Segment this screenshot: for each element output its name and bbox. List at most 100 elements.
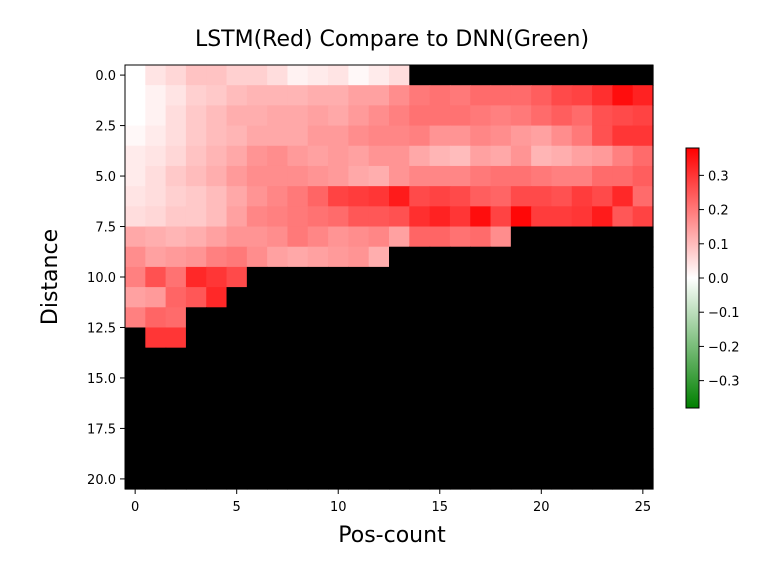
heatmap-cell-empty	[368, 287, 390, 308]
heatmap-cell	[125, 226, 146, 248]
heatmap-cell	[368, 206, 390, 228]
heatmap-cell-empty	[287, 428, 309, 450]
heatmap-cell	[551, 85, 573, 106]
heatmap-cell-empty	[368, 367, 390, 389]
heatmap-cell-empty	[409, 428, 431, 450]
heatmap-cell	[490, 206, 512, 228]
heatmap-cell-empty	[409, 246, 431, 268]
heatmap-cell-empty	[470, 287, 492, 308]
heatmap-cell-empty	[551, 388, 573, 409]
heatmap-cell-empty	[287, 367, 309, 389]
colorbar-tick-label: −0.3	[708, 375, 740, 390]
heatmap-cell-empty	[206, 307, 228, 329]
heatmap-cell-empty	[612, 246, 634, 268]
heatmap-cell-empty	[592, 347, 613, 369]
heatmap-cell	[368, 246, 390, 268]
heatmap-cell-empty	[328, 327, 349, 349]
heatmap-cell-empty	[612, 226, 634, 248]
heatmap-cell	[125, 145, 146, 167]
heatmap-cell-empty	[246, 287, 268, 308]
heatmap-cell-empty	[531, 428, 553, 450]
heatmap-cell-empty	[429, 287, 451, 308]
heatmap-cell	[267, 85, 289, 106]
heatmap-cell-empty	[246, 388, 268, 409]
heatmap-cell	[165, 165, 187, 187]
heatmap-cell-empty	[510, 287, 532, 308]
heatmap-cell-empty	[328, 428, 349, 450]
heatmap-cell	[368, 85, 390, 106]
heatmap-cell	[165, 186, 187, 207]
heatmap-cell	[612, 85, 634, 106]
heatmap-cell	[185, 145, 207, 167]
heatmap-cell-empty	[531, 226, 553, 248]
heatmap-cell-empty	[389, 347, 410, 369]
heatmap-cell-empty	[429, 408, 451, 430]
heatmap-cell	[389, 65, 410, 86]
heatmap-cell	[165, 266, 187, 288]
heatmap-cell	[145, 165, 167, 187]
heatmap-cell-empty	[429, 246, 451, 268]
heatmap-cell-empty	[551, 347, 573, 369]
heatmap-cell-empty	[490, 408, 512, 430]
heatmap-cell	[165, 65, 187, 86]
heatmap-cell-empty	[206, 327, 228, 349]
heatmap-cell-empty	[287, 287, 309, 308]
heatmap-cell-empty	[206, 388, 228, 409]
heatmap-cell-empty	[490, 307, 512, 329]
heatmap-cell-empty	[449, 428, 471, 450]
colorbar-tick-label: 0.0	[708, 272, 729, 287]
heatmap-cell-empty	[429, 266, 451, 288]
heatmap-cell	[328, 125, 349, 147]
heatmap-cell	[125, 307, 146, 329]
heatmap-cell-empty	[531, 246, 553, 268]
heatmap-cell-empty	[612, 428, 634, 450]
heatmap-cell-empty	[551, 327, 573, 349]
heatmap-cell-empty	[531, 468, 553, 490]
heatmap-cell	[592, 145, 613, 167]
heatmap-cell-empty	[571, 287, 593, 308]
heatmap-cell-empty	[267, 468, 289, 490]
heatmap-cell-empty	[267, 408, 289, 430]
heatmap-cell-empty	[531, 307, 553, 329]
heatmap-cell-empty	[389, 388, 410, 409]
heatmap-cells	[125, 65, 654, 490]
heatmap-cell-empty	[389, 448, 410, 470]
heatmap-cell-empty	[510, 388, 532, 409]
heatmap-cell-empty	[226, 448, 248, 470]
heatmap-cell-empty	[632, 408, 654, 430]
heatmap-cell	[267, 226, 289, 248]
heatmap-cell-empty	[368, 428, 390, 450]
heatmap-cell	[165, 307, 187, 329]
heatmap-cell	[449, 226, 471, 248]
heatmap-cell	[145, 307, 167, 329]
heatmap-cell-empty	[510, 246, 532, 268]
heatmap-cell	[206, 206, 228, 228]
heatmap-cell	[287, 165, 309, 187]
y-axis: 0.0 2.5 5.0 7.5 10.0 12.5 15.0 17.5 20.0	[87, 69, 125, 488]
heatmap-cell-empty	[267, 428, 289, 450]
heatmap-cell	[551, 125, 573, 147]
heatmap-cell	[226, 226, 248, 248]
heatmap-cell-empty	[226, 307, 248, 329]
heatmap-cell	[368, 125, 390, 147]
heatmap-cell	[571, 186, 593, 207]
heatmap-cell-empty	[429, 347, 451, 369]
heatmap-cell	[125, 186, 146, 207]
heatmap-cell-empty	[328, 307, 349, 329]
heatmap-cell	[328, 206, 349, 228]
heatmap-cell	[551, 145, 573, 167]
heatmap-cell-empty	[571, 307, 593, 329]
heatmap-cell-empty	[145, 428, 167, 450]
heatmap-cell-empty	[490, 287, 512, 308]
heatmap-cell	[287, 65, 309, 86]
heatmap-cell	[246, 206, 268, 228]
chart-title: LSTM(Red) Compare to DNN(Green)	[195, 27, 589, 52]
heatmap-cell-empty	[571, 246, 593, 268]
heatmap-cell	[551, 206, 573, 228]
heatmap-cell-empty	[328, 388, 349, 409]
heatmap-cell	[389, 226, 410, 248]
heatmap-cell-empty	[165, 367, 187, 389]
heatmap-cell-empty	[470, 327, 492, 349]
heatmap-cell	[145, 226, 167, 248]
heatmap-cell-empty	[368, 266, 390, 288]
